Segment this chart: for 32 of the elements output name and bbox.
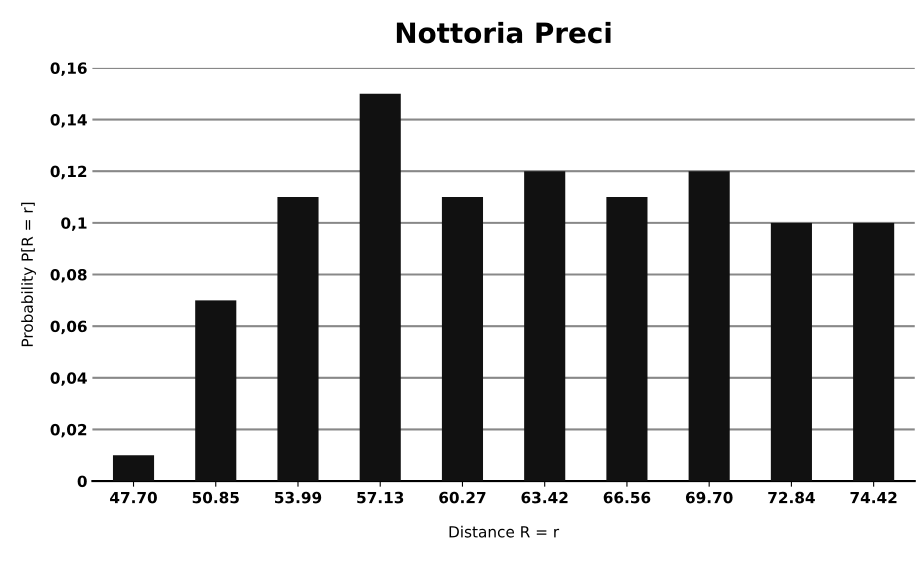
y-tick-label: 0,1: [61, 217, 86, 231]
x-axis-title: Distance R = r: [450, 526, 560, 538]
y-tick-label: 0,06: [50, 320, 87, 334]
x-tick-label: 69.70: [686, 492, 733, 504]
y-tick-label: 0,08: [50, 268, 87, 282]
y-axis-title: Probability P[R = r]: [21, 202, 36, 346]
bar: [112, 455, 154, 482]
x-tick-label: 50.85: [192, 492, 239, 504]
y-tick-label: 0,04: [50, 372, 87, 386]
x-tick-label: 53.99: [275, 492, 322, 504]
bar: [195, 300, 236, 482]
y-tick-label: 0,02: [50, 424, 86, 438]
y-tick-label: 0: [78, 476, 87, 488]
x-tick-label: 47.70: [110, 492, 157, 504]
bar: [524, 171, 566, 482]
x-tick-label: 74.42: [850, 492, 896, 504]
y-tick-label: 0,14: [50, 114, 87, 128]
x-tick-label: 57.13: [357, 492, 404, 504]
bar: [853, 222, 894, 482]
y-tick-label: 0,16: [50, 62, 87, 76]
bar: [360, 94, 401, 482]
chart-title: Nottoria Preci: [396, 22, 610, 44]
x-tick-label: 66.56: [604, 492, 650, 504]
bar: [606, 197, 648, 482]
bar: [688, 171, 730, 482]
x-tick-label: 63.42: [521, 492, 568, 504]
x-tick-label: 60.27: [439, 492, 486, 504]
y-tick-label: 0,12: [50, 166, 86, 180]
x-tick-label: 72.84: [768, 492, 815, 504]
bar: [442, 197, 484, 482]
bar: [277, 197, 319, 482]
bar: [770, 222, 812, 482]
